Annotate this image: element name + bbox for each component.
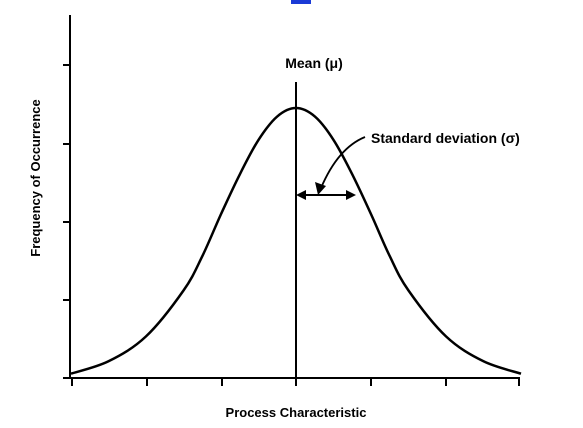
cropped-title-mark — [291, 0, 311, 4]
x-ticks — [71, 378, 520, 386]
sd-arrowhead-left — [296, 190, 306, 200]
x-axis-label: Process Characteristic — [226, 405, 367, 420]
sd-arrowhead-right — [346, 190, 356, 200]
mean-annotation: Mean (μ) — [285, 55, 343, 71]
sd-annotation: Standard deviation (σ) — [371, 130, 520, 146]
sd-callout-line — [320, 136, 366, 189]
y-ticks — [63, 64, 70, 379]
y-axis-label: Frequency of Occurrence — [28, 99, 43, 257]
sd-callout-arrowhead — [315, 182, 326, 195]
